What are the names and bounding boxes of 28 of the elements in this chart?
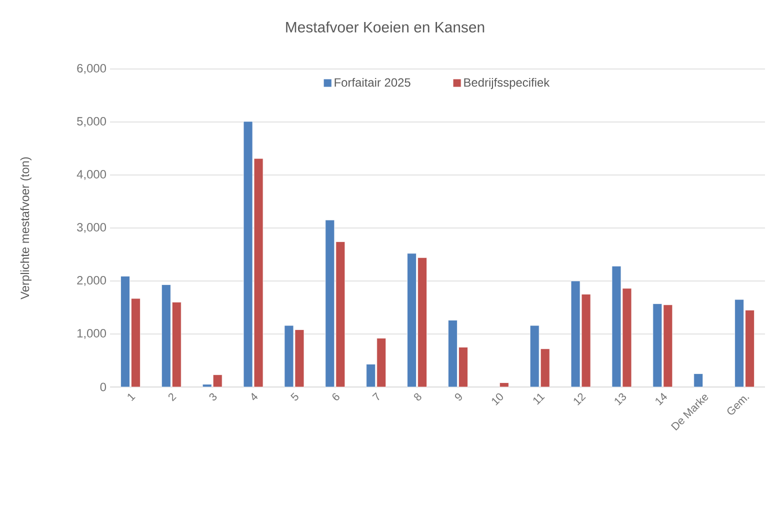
x-tick-label: 2 [168,393,176,402]
y-tick-label: 1,000 [77,329,106,339]
y-tick-label: 4,000 [76,170,106,180]
y-tick-label: 3,000 [77,223,106,233]
bar [499,382,509,388]
x-tick-label: Gem. [727,396,750,415]
chart-title: Mestafvoer Koeien en Kansen [286,22,484,32]
y-axis-title: Verplichte mestafvoer (ton) [20,157,32,300]
x-tick-label: 14 [656,392,668,406]
legend-label: Forfaitair 2025 [334,78,410,87]
y-tick-label: 0 [100,382,106,392]
legend-label: Bedrijfsspecifiek [464,78,550,90]
x-tick-label: 10 [492,393,503,406]
x-tick-label: 6 [332,393,340,400]
x-tick-label: 11 [533,394,545,405]
x-tick-label: 4 [252,392,258,400]
y-tick-label: 5,000 [77,117,106,127]
x-tick-label: 7 [372,392,380,400]
x-tick-label: 1 [128,394,136,402]
x-tick-label: 13 [614,393,626,406]
y-tick-label: 2,000 [77,276,106,286]
bar [694,374,704,388]
x-tick-label: 12 [574,393,586,406]
x-tick-label: 3 [209,393,217,401]
y-tick-label: 6,000 [77,64,106,74]
x-tick-label: 5 [290,392,298,400]
x-tick-label: 9 [454,393,462,401]
x-tick-label: 8 [414,393,422,401]
